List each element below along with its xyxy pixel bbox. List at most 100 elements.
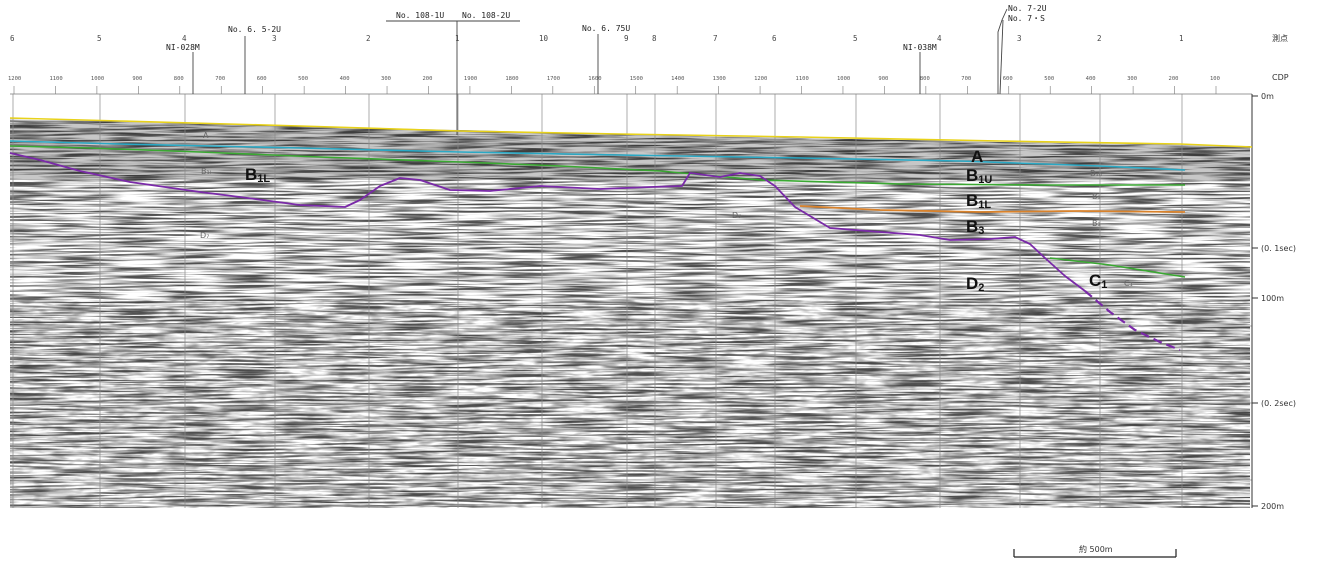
line-label-6-5-2u: No. 6. 5-2U	[228, 25, 281, 34]
survey-point-label: 9	[624, 34, 629, 43]
cdp-tick-label: 1800	[505, 76, 518, 82]
faint-label-c1-right: C₁	[1124, 279, 1133, 288]
horizon-labels: A B1U B1L B3 D2 C1 B1L	[245, 147, 1107, 294]
faint-annotations: A B₁ₗ D₇ D₇ B₁ᵤ B₃ B₃ C₁	[200, 131, 1133, 288]
survey-point-label: 1	[1179, 34, 1184, 43]
cdp-tick-label: 400	[1086, 76, 1096, 82]
survey-point-label: 6	[10, 34, 15, 43]
horizon-b1u-green	[9, 145, 1185, 186]
survey-point-label: 5	[97, 34, 102, 43]
cdp-tick-label: 1000	[837, 76, 850, 82]
survey-point-label: 7	[713, 34, 718, 43]
faint-label-b3-right1: B₃	[1092, 192, 1101, 201]
cdp-tick-label: 800	[920, 76, 930, 82]
depth-label-0: 0m	[1261, 92, 1274, 101]
faint-label-d7-left: D₇	[200, 231, 209, 240]
horizon-lines	[9, 117, 1253, 352]
scale-bar	[1013, 549, 1177, 558]
survey-point-label: 4	[937, 34, 942, 43]
cdp-tick-label: 1100	[49, 76, 62, 82]
line-label-7-2u: No. 7-2U	[1008, 4, 1047, 13]
cdp-tick-label: 700	[215, 76, 225, 82]
c1-sub: 1	[1101, 279, 1107, 291]
cdp-tick-label: 1900	[464, 76, 477, 82]
survey-point-label: 6	[772, 34, 777, 43]
cdp-row: 1200 1100 1000 900 800 700 600 500 400 300 200 1900…	[8, 76, 1220, 94]
survey-point-label: 2	[1097, 34, 1102, 43]
depth-label-02sec: (0. 2sec)	[1261, 399, 1296, 408]
b1l-main: B	[966, 191, 978, 210]
grid-lines	[10, 93, 1252, 481]
line-label-ni038m: NI-038M	[903, 43, 937, 52]
cdp-tick-label: 600	[1003, 76, 1013, 82]
cdp-tick-label: 200	[1169, 76, 1179, 82]
b3-main: B	[966, 217, 978, 236]
c1-main: C	[1089, 271, 1101, 290]
cdp-tick-label: 1700	[547, 76, 560, 82]
line-label-108-1u: No. 108-1U	[396, 11, 444, 20]
cdp-tick-label: 1600	[588, 76, 601, 82]
line-label-7-s: No. 7・S	[1008, 14, 1045, 23]
cdp-tick-label: 900	[132, 76, 142, 82]
faint-label-b1u-right: B₁ᵤ	[1090, 169, 1102, 178]
cdp-tick-label: 100	[1210, 76, 1220, 82]
faint-label-b1l: B₁ₗ	[201, 167, 211, 176]
faint-label-b3-right2: B₃	[1092, 219, 1101, 228]
vertical-grid	[12, 94, 1183, 508]
cdp-tick-label: 200	[422, 76, 432, 82]
cdp-tick-label: 1300	[713, 76, 726, 82]
horizon-label-b1u: B1U	[966, 166, 992, 186]
d2-sub: 2	[978, 282, 984, 294]
horizon-seafloor-yellow	[9, 117, 1253, 148]
cdp-tick-label: 600	[257, 76, 267, 82]
faint-label-d7-mid: D₇	[732, 211, 741, 220]
cdp-tick-label: 400	[340, 76, 350, 82]
depth-label-01sec: (0. 1sec)	[1261, 244, 1296, 253]
depth-label-200m: 200m	[1261, 502, 1284, 511]
horizon-a-cyan	[9, 140, 1186, 171]
cdp-tick-label: 1500	[630, 76, 643, 82]
line-label-6-75u: No. 6. 75U	[582, 24, 630, 33]
survey-point-label: 10	[539, 34, 549, 43]
horizon-label-b1l-left: B1L	[245, 165, 270, 185]
line-label-ni028m: NI-028M	[166, 43, 200, 52]
horizon-c1-green	[1049, 257, 1186, 278]
b1u-main: B	[966, 166, 978, 185]
cdp-tick-label: 1400	[671, 76, 684, 82]
survey-point-label: 4	[182, 34, 187, 43]
survey-point-row: 6 5 4 3 2 1 10 9 8 7 6 5 4 3 2 1	[10, 34, 1184, 43]
line-label-108-2u: No. 108-2U	[462, 11, 510, 20]
cdp-tick-label: 1200	[8, 76, 21, 82]
cdp-tick-label: 300	[1127, 76, 1137, 82]
cdp-tick-label: 800	[174, 76, 184, 82]
survey-row-title: 測点	[1272, 33, 1288, 43]
horizon-label-a: A	[971, 147, 983, 166]
cdp-tick-label: 1200	[754, 76, 767, 82]
horizon-b3-purple-dashed	[1084, 290, 1181, 352]
survey-point-label: 2	[366, 34, 371, 43]
b3-sub: 3	[978, 225, 984, 237]
cdp-tick-label: 1000	[91, 76, 104, 82]
b1l-left-sub: 1L	[257, 173, 270, 185]
depth-label-100m: 100m	[1261, 294, 1284, 303]
survey-point-label: 5	[853, 34, 858, 43]
survey-point-label: 3	[272, 34, 277, 43]
cdp-tick-label: 300	[381, 76, 391, 82]
faint-label-a: A	[203, 131, 209, 140]
survey-point-label: 8	[652, 34, 657, 43]
horizon-label-b1l: B1L	[966, 191, 991, 211]
horizon-label-d2: D2	[966, 274, 984, 294]
b1u-sub: 1U	[978, 174, 992, 186]
d2-main: D	[966, 274, 978, 293]
cdp-tick-label: 500	[1044, 76, 1054, 82]
horizon-b1l-orange	[799, 205, 1186, 213]
horizon-label-b3: B3	[966, 217, 984, 237]
cdp-tick-label: 1100	[796, 76, 809, 82]
b1l-left-main: B	[245, 165, 257, 184]
cdp-tick-label: 700	[961, 76, 971, 82]
horizon-b3-purple	[9, 152, 1086, 292]
depth-axis: 0m (0. 1sec) 100m (0. 2sec) 200m	[1251, 92, 1296, 511]
horizon-label-c1: C1	[1089, 271, 1107, 291]
survey-point-label: 3	[1017, 34, 1022, 43]
